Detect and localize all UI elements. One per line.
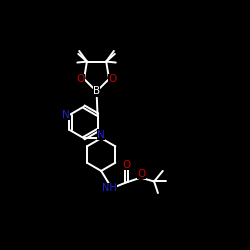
Text: B: B (93, 86, 100, 97)
Text: O: O (138, 169, 146, 179)
Text: N: N (62, 110, 70, 120)
Text: O: O (122, 160, 130, 170)
Text: N: N (97, 130, 105, 140)
Text: NH: NH (102, 183, 117, 193)
Text: O: O (108, 74, 117, 84)
Text: O: O (76, 74, 85, 84)
